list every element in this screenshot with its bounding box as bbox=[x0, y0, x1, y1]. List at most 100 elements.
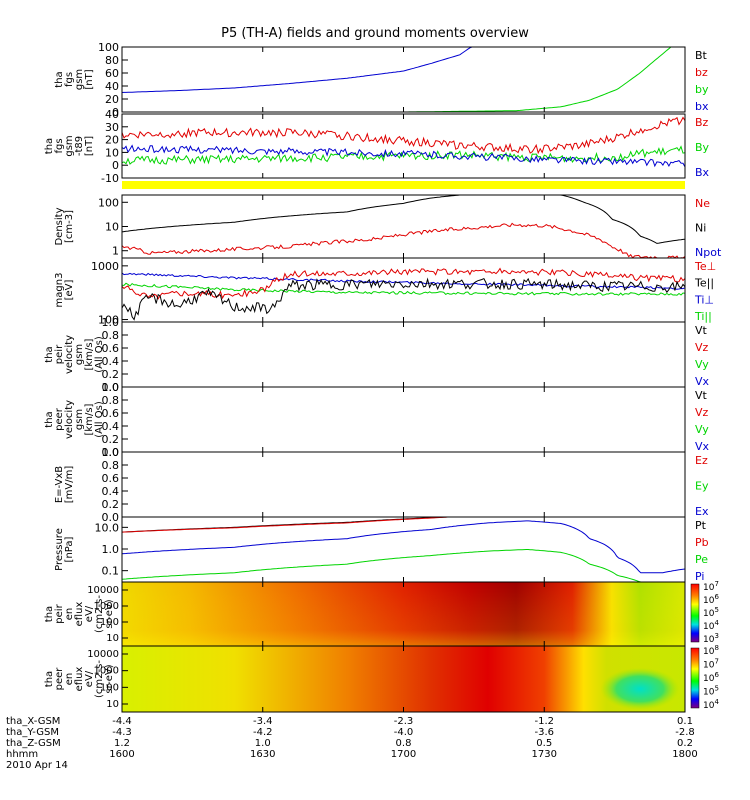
y-tick-label: 100 bbox=[98, 196, 119, 209]
y-tick-label: 10 bbox=[106, 633, 119, 644]
x-tick-label: -3.4 bbox=[253, 716, 273, 727]
colorbar-label: 107 bbox=[703, 658, 719, 671]
legend-Te||: Te|| bbox=[694, 277, 714, 290]
y-tick-label: 10.0 bbox=[95, 521, 120, 534]
y-tick-label: 10 bbox=[106, 699, 119, 710]
x-tick-label: 1730 bbox=[532, 749, 557, 760]
y-tick-label: 1 bbox=[112, 245, 119, 258]
x-axis-row-label: tha_Z-GSM bbox=[6, 738, 61, 749]
colorbar-label: 106 bbox=[703, 593, 719, 606]
y-axis-label: en bbox=[64, 608, 75, 621]
y-tick-label: 0.8 bbox=[102, 394, 120, 407]
y-tick-label: 1000 bbox=[91, 260, 119, 273]
y-axis-label: eV/ bbox=[84, 670, 95, 687]
x-tick-label: -4.4 bbox=[112, 716, 132, 727]
legend-Vx: Vx bbox=[695, 375, 710, 388]
y-tick-label: 80 bbox=[105, 54, 119, 67]
quality-flag-bar bbox=[122, 181, 685, 189]
y-axis-label: (cm2-s- bbox=[94, 660, 105, 698]
x-tick-label: -2.8 bbox=[675, 727, 695, 738]
y-axis-label: tha bbox=[44, 346, 55, 362]
spectrogram-low-flux-region bbox=[600, 667, 680, 711]
y-axis-label: -t89 bbox=[74, 136, 85, 156]
y-tick-label: 20 bbox=[105, 93, 119, 106]
y-axis-label: tha bbox=[44, 411, 55, 427]
x-axis-row-label: tha_Y-GSM bbox=[6, 727, 59, 738]
legend-Vt: Vt bbox=[695, 324, 708, 337]
y-axis-label: peer bbox=[54, 407, 65, 431]
legend-Vy: Vy bbox=[695, 358, 709, 371]
y-tick-label: 0.0 bbox=[102, 511, 120, 524]
y-tick-label: 0.6 bbox=[102, 342, 120, 355]
series-line-Bt bbox=[122, 47, 685, 93]
colorbar-label: 103 bbox=[703, 632, 719, 645]
y-axis-label: tha bbox=[44, 606, 55, 622]
y-axis-label: tha bbox=[44, 138, 55, 154]
x-tick-label: -1.2 bbox=[534, 716, 554, 727]
legend-Pi: Pi bbox=[695, 570, 704, 583]
y-axis-label: E=-VxB bbox=[54, 466, 65, 503]
y-axis-label: sr-eV) bbox=[104, 664, 115, 693]
y-axis-label: velocity bbox=[64, 335, 75, 374]
x-tick-label: 1600 bbox=[109, 749, 134, 760]
y-axis-label: [km/s] bbox=[84, 338, 95, 370]
y-axis-label: en bbox=[64, 673, 75, 686]
y-tick-label: 100 bbox=[100, 682, 119, 693]
series-line-by bbox=[122, 47, 685, 112]
legend-Pe: Pe bbox=[695, 553, 708, 566]
y-tick-label: 60 bbox=[105, 67, 119, 80]
colorbar-label: 105 bbox=[703, 606, 719, 619]
y-tick-label: 20 bbox=[105, 134, 119, 147]
x-tick-label: -4.3 bbox=[112, 727, 132, 738]
panel-frame bbox=[121, 113, 686, 179]
legend-by: by bbox=[695, 83, 709, 96]
x-tick-label: 1630 bbox=[250, 749, 275, 760]
legend-Ti⊥: Ti⊥ bbox=[694, 293, 714, 306]
page-title: P5 (TH-A) fields and ground moments over… bbox=[221, 26, 529, 41]
panel-pressure: 10.0 1.0 0.1 Pressure [nPa] Pt Pb Pe Pi bbox=[54, 516, 709, 583]
legend-Ex: Ex bbox=[695, 505, 709, 518]
y-axis-label: gsm bbox=[64, 135, 75, 156]
series-line-Pe bbox=[122, 549, 685, 582]
series-line-Ne bbox=[122, 222, 685, 258]
x-tick-label: 0.5 bbox=[536, 738, 552, 749]
y-tick-label: 1.0 bbox=[102, 316, 120, 329]
y-tick-label: 0.2 bbox=[102, 433, 120, 446]
x-tick-label: 0.1 bbox=[677, 716, 693, 727]
series-line-Ti|| bbox=[122, 282, 685, 296]
y-tick-label: 0.2 bbox=[102, 368, 120, 381]
y-tick-label: 0.2 bbox=[102, 498, 120, 511]
legend-Ey: Ey bbox=[695, 480, 709, 493]
y-tick-label: 0 bbox=[112, 106, 119, 119]
y-axis-label: eflux bbox=[74, 667, 85, 692]
y-axis-label: tha bbox=[54, 71, 65, 87]
y-axis-label: magn3 bbox=[54, 273, 65, 308]
colorbar-label: 107 bbox=[703, 580, 719, 593]
y-axis-label: [mV/m] bbox=[64, 466, 75, 504]
spectrogram-overlay bbox=[122, 582, 685, 646]
y-tick-label: 0 bbox=[112, 159, 119, 172]
y-axis-label: gsm bbox=[74, 344, 85, 365]
spectrogram-image bbox=[122, 646, 685, 712]
legend-Ni: Ni bbox=[695, 222, 706, 235]
legend-Ti||: Ti|| bbox=[694, 310, 712, 323]
panel-frame bbox=[121, 321, 686, 388]
series-line-Bz bbox=[122, 116, 685, 155]
panel-frame bbox=[121, 451, 686, 518]
x-tick-label: 0.8 bbox=[396, 738, 412, 749]
y-tick-label: 10 bbox=[105, 146, 119, 159]
y-axis-label: peir bbox=[54, 603, 65, 623]
y-axis-label: eV/ bbox=[84, 605, 95, 622]
y-axis-label: [cm-3] bbox=[64, 210, 75, 243]
x-tick-label: -4.2 bbox=[253, 727, 273, 738]
series-line-Te|| bbox=[122, 277, 685, 321]
legend-Bt: Bt bbox=[695, 49, 708, 62]
y-axis-label: velocity bbox=[64, 400, 75, 439]
y-tick-label: 0.0 bbox=[102, 446, 120, 459]
series-line-Bx bbox=[122, 144, 685, 168]
y-axis-label: [eV] bbox=[64, 280, 75, 301]
y-axis-label: (All Qs) bbox=[94, 336, 105, 373]
